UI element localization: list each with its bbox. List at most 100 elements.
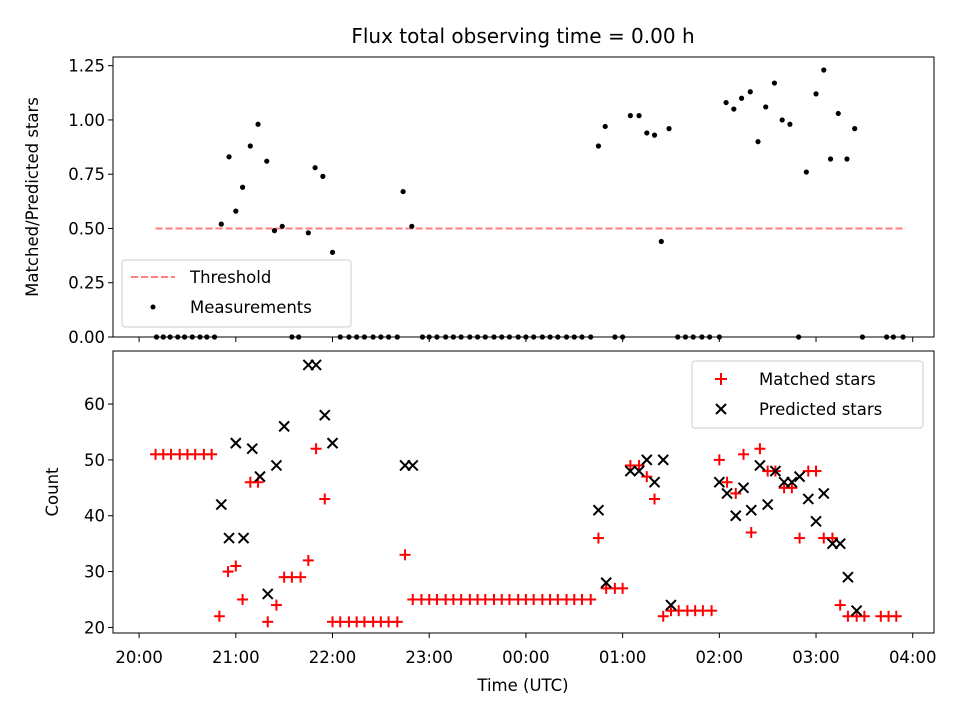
measurement-point [627,113,633,119]
bottom-subplot: 20 30 40 50 60 20:00 21:00 22:00 23:00 00:00 01:0… [43,350,937,695]
matched-star-point [295,571,307,583]
predicted-star-point [326,437,339,449]
predicted-star-point [237,532,250,544]
measurement-point [658,238,664,245]
matched-star-point [810,465,822,477]
bottom-series [150,359,902,628]
matched-star-point [641,471,653,483]
predicted-star-point [737,482,750,494]
measurement-point [852,126,858,132]
measurement-point [320,173,326,179]
x-tick-label: 23:00 [405,648,453,667]
matched-star-point [890,610,902,622]
predicted-star-point [624,465,637,477]
predicted-star-point [834,537,846,550]
matched-star-point [745,526,757,538]
predicted-star-point [262,588,274,600]
measurement-point [731,106,737,112]
top-legend: Threshold Measurements [121,259,352,328]
matched-star-point [834,599,846,611]
matched-star-point [737,448,749,460]
measurement-point [595,143,602,149]
predicted-star-point [721,487,733,500]
bottom-y-tick-label: 50 [84,451,105,470]
measurement-point [247,143,253,149]
predicted-star-point [270,459,283,472]
predicted-star-point [254,470,266,483]
chart-title: Flux total observing time = 0.00 h [351,24,694,48]
matched-star-point [617,582,629,594]
legend-predicted-label: Predicted stars [759,400,882,419]
matched-star-point [222,566,234,578]
measurement-point [844,156,850,162]
matched-star-point [319,493,331,505]
matched-star-point [206,448,218,460]
predicted-star-point [842,571,854,583]
measurement-point [279,223,285,229]
measurement-point [400,188,406,195]
measurement-point [636,113,642,119]
matched-star-point [649,493,661,505]
matched-star-point [237,593,249,605]
legend-threshold-label: Threshold [189,268,271,287]
predicted-star-point [802,493,814,505]
predicted-star-point [793,470,806,483]
matched-star-point [657,610,669,622]
legend-matched-swatch [715,373,727,385]
bottom-y-axis: 20 30 40 50 60 [84,395,113,637]
measurement-point [771,80,778,86]
measurement-point [644,130,650,136]
matched-star-point [713,454,725,466]
predicted-star-point [592,504,605,516]
x-tick-label: 02:00 [696,648,744,667]
matched-star-point [633,459,645,471]
matched-star-point [585,593,597,605]
matched-star-point [213,610,225,622]
matched-star-point [858,610,870,622]
bottom-legend-box [691,360,924,429]
measurement-point [226,154,232,160]
predicted-star-point [319,409,331,421]
top-y-tick-label: 0.25 [68,274,105,293]
matched-star-point [786,482,798,494]
matched-star-point [754,443,766,455]
matched-star-point [730,487,742,499]
x-axis-label: Time (UTC) [476,676,568,695]
measurement-point [602,123,608,130]
bottom-y-tick-label: 30 [84,563,105,582]
top-y-tick-label: 0.00 [68,328,105,347]
top-y-tick-label: 0.50 [68,219,105,238]
measurement-point [305,230,311,236]
top-y-tick-label: 1.25 [68,57,105,76]
predicted-star-point [223,532,235,544]
legend-measurements-swatch [150,304,156,310]
predicted-star-point [648,476,661,488]
measurement-point [835,110,841,117]
legend-matched-label: Matched stars [759,370,876,389]
predicted-star-point [769,465,782,477]
bottom-axes-frame [112,350,935,634]
top-axes-frame [112,56,935,338]
measurement-point [763,104,769,110]
top-subplot: 0.00 0.25 0.50 0.75 1.00 1.25 Matched/Predict… [23,56,935,347]
bottom-x-axis: 20:00 21:00 22:00 23:00 00:00 01:00 02:00 03:00… [115,633,937,667]
x-tick-label: 00:00 [502,648,550,667]
predicted-star-point [745,504,757,516]
measurement-point [779,117,785,123]
bottom-y-tick-label: 20 [84,618,105,637]
measurement-point [827,156,834,162]
x-tick-label: 01:00 [599,648,647,667]
measurement-point [218,221,224,227]
matched-star-point [270,599,282,611]
predicted-star-point [810,515,822,528]
measurement-point [738,95,745,101]
matched-star-point [302,554,314,566]
matched-star-point [262,616,274,628]
legend-measurements-label: Measurements [190,298,312,317]
top-y-axis: 0.00 0.25 0.50 0.75 1.00 1.25 [68,57,113,347]
measurement-point [803,169,809,175]
predicted-star-point [818,487,830,500]
predicted-star-point [633,465,645,477]
predicted-star-point [310,359,322,371]
